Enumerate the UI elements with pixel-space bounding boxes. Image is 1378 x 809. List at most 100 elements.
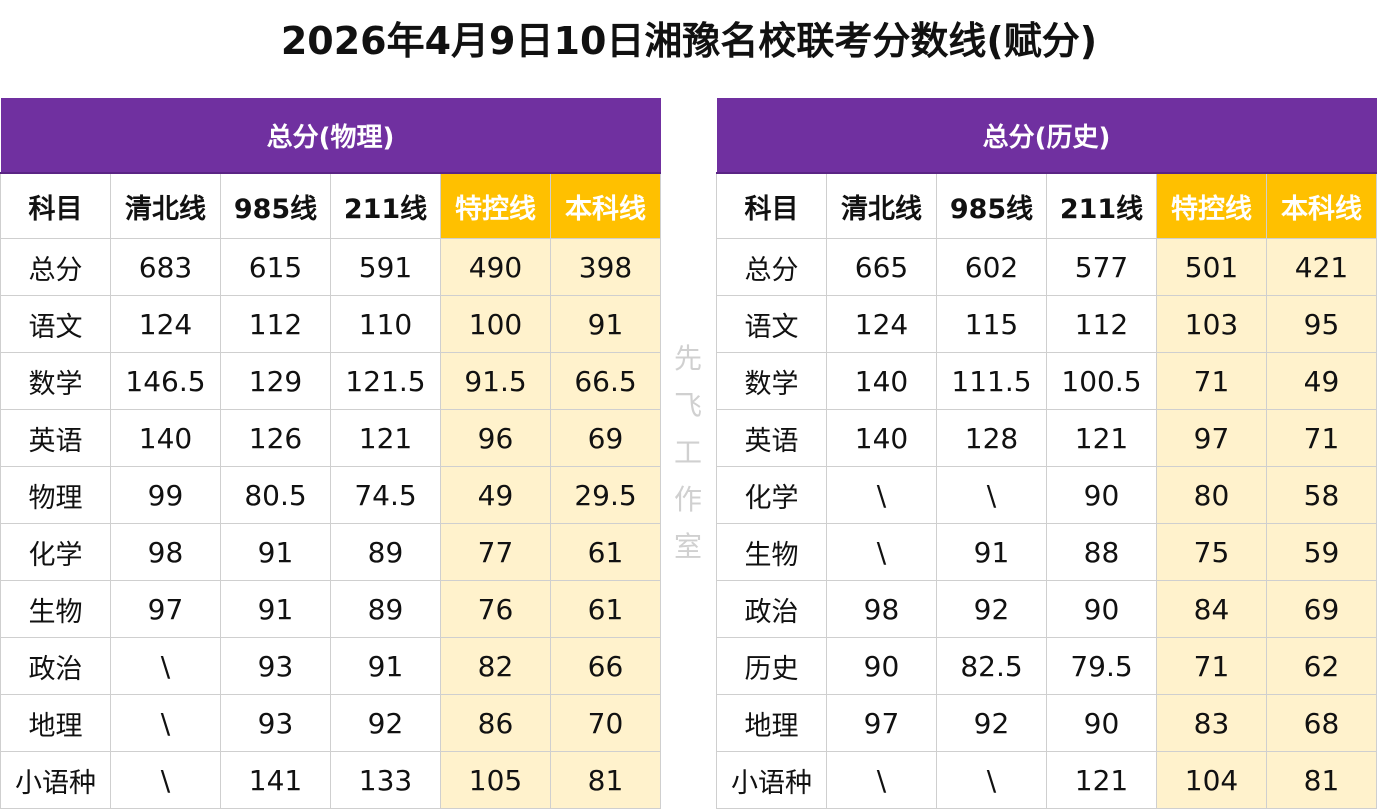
score-cell-tekong: 76 — [440, 580, 551, 638]
score-cell-tekong: 103 — [1156, 295, 1267, 353]
score-cell-benke: 81 — [550, 751, 661, 809]
score-cell-benke: 59 — [1266, 523, 1377, 581]
column-header-qingbei: 清北线 — [826, 172, 937, 239]
score-cell-benke: 69 — [1266, 580, 1377, 638]
subject-cell: 英语 — [0, 409, 111, 467]
score-cell-985: 112 — [220, 295, 331, 353]
page-title: 2026年4月9日10日湘豫名校联考分数线(赋分) — [280, 19, 1098, 63]
score-cell-211: 112 — [1046, 295, 1157, 353]
subject-cell: 总分 — [0, 238, 111, 296]
watermark-char: 先 — [673, 342, 702, 375]
score-cell-211: 577 — [1046, 238, 1157, 296]
score-cell-985: 111.5 — [936, 352, 1047, 410]
subject-cell: 数学 — [0, 352, 111, 410]
column-header-985: 985线 — [220, 172, 331, 239]
score-cell-benke: 66 — [550, 637, 661, 695]
table-row: 政治 98 92 90 84 69 — [716, 580, 1377, 638]
table-row: 政治 \ 93 91 82 66 — [0, 637, 661, 695]
table-row: 物理 99 80.5 74.5 49 29.5 — [0, 466, 661, 524]
table-row: 小语种 \ 141 133 105 81 — [0, 751, 661, 809]
score-cell-qingbei: 99 — [110, 466, 221, 524]
subject-cell: 生物 — [716, 523, 827, 581]
score-cell-qingbei: 98 — [826, 580, 937, 638]
score-cell-tekong: 83 — [1156, 694, 1267, 752]
score-cell-benke: 68 — [1266, 694, 1377, 752]
score-cell-tekong: 96 — [440, 409, 551, 467]
score-cell-benke: 91 — [550, 295, 661, 353]
score-cell-985: \ — [936, 466, 1047, 524]
score-cell-tekong: 71 — [1156, 637, 1267, 695]
subject-cell: 生物 — [0, 580, 111, 638]
subject-cell: 化学 — [716, 466, 827, 524]
score-cell-211: 88 — [1046, 523, 1157, 581]
table-row: 生物 97 91 89 76 61 — [0, 580, 661, 638]
score-cell-985: 91 — [220, 580, 331, 638]
score-cell-tekong: 105 — [440, 751, 551, 809]
score-cell-qingbei: \ — [110, 751, 221, 809]
score-cell-211: 89 — [330, 580, 441, 638]
subject-cell: 地理 — [716, 694, 827, 752]
score-cell-211: 89 — [330, 523, 441, 581]
table-row: 英语 140 126 121 96 69 — [0, 409, 661, 467]
column-header-tekong: 特控线 — [440, 172, 551, 239]
score-cell-qingbei: \ — [826, 523, 937, 581]
score-cell-985: \ — [936, 751, 1047, 809]
subject-cell: 语文 — [716, 295, 827, 353]
score-cell-211: 591 — [330, 238, 441, 296]
subject-cell: 数学 — [716, 352, 827, 410]
score-cell-benke: 61 — [550, 523, 661, 581]
score-cell-tekong: 82 — [440, 637, 551, 695]
subject-cell: 总分 — [716, 238, 827, 296]
score-cell-benke: 62 — [1266, 637, 1377, 695]
score-cell-tekong: 501 — [1156, 238, 1267, 296]
score-cell-tekong: 100 — [440, 295, 551, 353]
score-cell-qingbei: 97 — [110, 580, 221, 638]
watermark-char: 飞 — [673, 389, 702, 422]
column-header-qingbei: 清北线 — [110, 172, 221, 239]
score-cell-tekong: 97 — [1156, 409, 1267, 467]
subject-cell: 语文 — [0, 295, 111, 353]
table-row: 化学 \ \ 90 80 58 — [716, 466, 1377, 524]
score-cell-985: 91 — [220, 523, 331, 581]
score-cell-benke: 71 — [1266, 409, 1377, 467]
score-cell-211: 74.5 — [330, 466, 441, 524]
score-cell-qingbei: 90 — [826, 637, 937, 695]
subject-cell: 物理 — [0, 466, 111, 524]
table-row: 数学 146.5 129 121.5 91.5 66.5 — [0, 352, 661, 410]
column-header-subject: 科目 — [716, 172, 827, 239]
table-row: 总分 683 615 591 490 398 — [0, 238, 661, 296]
table-row: 化学 98 91 89 77 61 — [0, 523, 661, 581]
score-cell-211: 79.5 — [1046, 637, 1157, 695]
score-cell-qingbei: 146.5 — [110, 352, 221, 410]
score-cell-qingbei: 98 — [110, 523, 221, 581]
subject-cell: 地理 — [0, 694, 111, 752]
watermark-char: 工 — [673, 436, 702, 469]
score-cell-tekong: 104 — [1156, 751, 1267, 809]
score-cell-qingbei: \ — [110, 637, 221, 695]
score-cell-985: 91 — [936, 523, 1047, 581]
score-cell-qingbei: 140 — [826, 352, 937, 410]
history-score-table: 总分(历史) 科目 清北线 985线 211线 特控线 本科线 总分 665 602… — [716, 98, 1377, 809]
subject-cell: 政治 — [0, 637, 111, 695]
score-cell-211: 90 — [1046, 466, 1157, 524]
score-cell-211: 90 — [1046, 580, 1157, 638]
score-cell-985: 92 — [936, 580, 1047, 638]
subject-cell: 历史 — [716, 637, 827, 695]
score-cell-benke: 49 — [1266, 352, 1377, 410]
column-header-211: 211线 — [330, 172, 441, 239]
score-cell-211: 90 — [1046, 694, 1157, 752]
column-header-subject: 科目 — [0, 172, 111, 239]
score-cell-211: 121 — [330, 409, 441, 467]
score-cell-qingbei: 124 — [110, 295, 221, 353]
history-column-header-row: 科目 清北线 985线 211线 特控线 本科线 — [716, 172, 1377, 239]
table-row: 数学 140 111.5 100.5 71 49 — [716, 352, 1377, 410]
table-row: 历史 90 82.5 79.5 71 62 — [716, 637, 1377, 695]
score-cell-985: 602 — [936, 238, 1047, 296]
score-cell-tekong: 77 — [440, 523, 551, 581]
physics-table-body: 总分 683 615 591 490 398 语文 124 112 110 100 91 数学 146.5… — [0, 238, 661, 809]
score-cell-tekong: 71 — [1156, 352, 1267, 410]
score-cell-benke: 29.5 — [550, 466, 661, 524]
subject-cell: 政治 — [716, 580, 827, 638]
score-cell-tekong: 84 — [1156, 580, 1267, 638]
score-cell-211: 121 — [1046, 751, 1157, 809]
